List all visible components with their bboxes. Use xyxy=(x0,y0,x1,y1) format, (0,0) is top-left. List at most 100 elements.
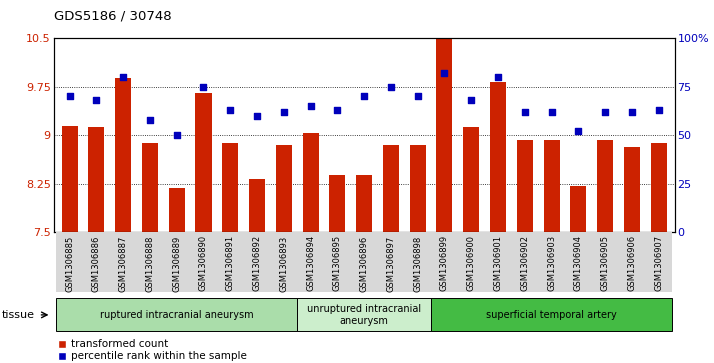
Bar xyxy=(115,78,131,232)
Point xyxy=(64,94,75,99)
Text: GSM1306902: GSM1306902 xyxy=(521,235,529,291)
Bar xyxy=(490,82,506,232)
Text: ruptured intracranial aneurysm: ruptured intracranial aneurysm xyxy=(100,310,253,320)
Bar xyxy=(383,145,399,232)
Bar xyxy=(463,127,479,232)
Text: GSM1306887: GSM1306887 xyxy=(119,235,128,292)
Text: GSM1306900: GSM1306900 xyxy=(467,235,476,291)
Bar xyxy=(89,127,104,232)
Text: GSM1306885: GSM1306885 xyxy=(65,235,74,291)
Bar xyxy=(458,232,485,292)
Bar xyxy=(324,232,351,292)
Text: GSM1306896: GSM1306896 xyxy=(360,235,368,291)
Bar xyxy=(431,232,458,292)
Bar xyxy=(436,40,453,232)
Text: GSM1306891: GSM1306891 xyxy=(226,235,235,291)
Point xyxy=(545,109,557,115)
Text: GSM1306888: GSM1306888 xyxy=(146,235,154,292)
Point xyxy=(519,109,531,115)
Bar xyxy=(351,232,378,292)
Bar xyxy=(329,175,346,232)
Point xyxy=(117,74,129,80)
Point xyxy=(224,107,236,113)
Bar xyxy=(243,232,271,292)
Bar xyxy=(356,175,372,232)
Bar xyxy=(169,188,185,232)
Point xyxy=(358,94,370,99)
Bar xyxy=(83,232,110,292)
Bar xyxy=(56,232,83,292)
Text: GSM1306893: GSM1306893 xyxy=(279,235,288,291)
Text: GSM1306895: GSM1306895 xyxy=(333,235,342,291)
Bar xyxy=(61,126,78,232)
Bar xyxy=(404,232,431,292)
Point xyxy=(438,70,450,76)
Bar xyxy=(164,232,190,292)
Point xyxy=(573,129,584,134)
Point xyxy=(412,94,423,99)
Point xyxy=(600,109,611,115)
Bar xyxy=(136,232,164,292)
Text: GSM1306901: GSM1306901 xyxy=(493,235,503,291)
Point xyxy=(305,103,316,109)
Bar xyxy=(570,186,586,232)
Text: GSM1306899: GSM1306899 xyxy=(440,235,449,291)
Bar xyxy=(110,232,136,292)
Bar xyxy=(142,143,158,232)
Bar xyxy=(222,143,238,232)
Bar xyxy=(565,232,592,292)
Text: GSM1306897: GSM1306897 xyxy=(386,235,396,291)
Bar xyxy=(650,143,667,232)
Point xyxy=(331,107,343,113)
Text: GSM1306890: GSM1306890 xyxy=(199,235,208,291)
Bar xyxy=(217,232,243,292)
Point xyxy=(144,117,156,123)
Bar xyxy=(511,232,538,292)
Point xyxy=(198,84,209,90)
Bar xyxy=(271,232,297,292)
Bar xyxy=(618,232,645,292)
Bar xyxy=(410,145,426,232)
Point xyxy=(91,97,102,103)
Bar xyxy=(645,232,672,292)
Bar xyxy=(190,232,217,292)
Point xyxy=(278,109,290,115)
Text: GSM1306889: GSM1306889 xyxy=(172,235,181,291)
Bar xyxy=(538,232,565,292)
Text: unruptured intracranial
aneurysm: unruptured intracranial aneurysm xyxy=(307,304,421,326)
Point xyxy=(493,74,504,80)
Point xyxy=(626,109,638,115)
Text: GSM1306906: GSM1306906 xyxy=(628,235,636,291)
Point xyxy=(171,132,182,138)
Bar xyxy=(303,132,318,232)
Bar xyxy=(543,140,560,232)
Text: GSM1306903: GSM1306903 xyxy=(547,235,556,291)
Bar xyxy=(297,298,431,331)
Text: GSM1306886: GSM1306886 xyxy=(92,235,101,292)
Bar xyxy=(196,93,211,232)
Point xyxy=(653,107,664,113)
Bar xyxy=(624,147,640,232)
Legend: transformed count, percentile rank within the sample: transformed count, percentile rank withi… xyxy=(59,339,247,361)
Bar xyxy=(297,232,324,292)
Text: GSM1306892: GSM1306892 xyxy=(253,235,261,291)
Text: GSM1306907: GSM1306907 xyxy=(654,235,663,291)
Point xyxy=(386,84,397,90)
Bar xyxy=(56,298,297,331)
Bar xyxy=(431,298,672,331)
Point xyxy=(466,97,477,103)
Bar xyxy=(378,232,404,292)
Text: GSM1306904: GSM1306904 xyxy=(574,235,583,291)
Text: GSM1306905: GSM1306905 xyxy=(600,235,610,291)
Bar xyxy=(485,232,511,292)
Bar xyxy=(517,140,533,232)
Bar xyxy=(592,232,618,292)
Bar xyxy=(597,140,613,232)
Text: superficial temporal artery: superficial temporal artery xyxy=(486,310,617,320)
Bar xyxy=(249,179,265,232)
Point xyxy=(251,113,263,119)
Bar xyxy=(276,145,292,232)
Text: GSM1306894: GSM1306894 xyxy=(306,235,315,291)
Text: tissue: tissue xyxy=(1,310,34,320)
Text: GDS5186 / 30748: GDS5186 / 30748 xyxy=(54,9,171,22)
